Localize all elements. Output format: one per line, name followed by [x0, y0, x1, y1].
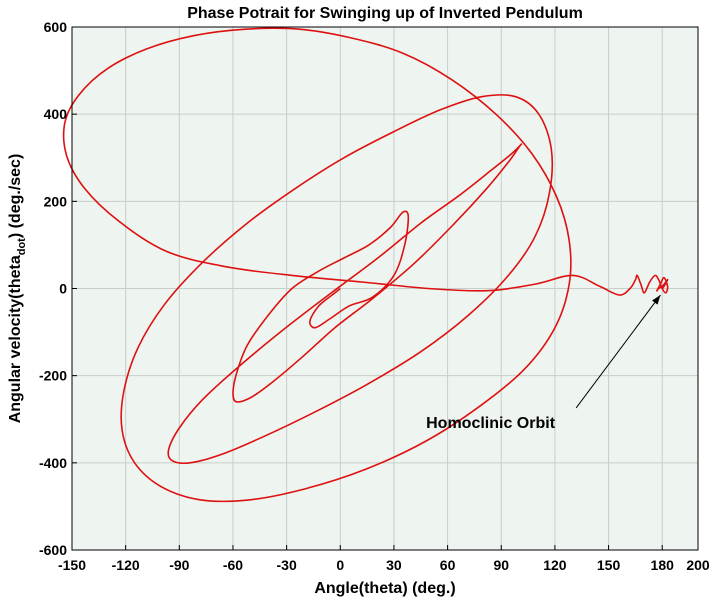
x-axis-label: Angle(theta) (deg.)	[314, 580, 455, 597]
x-tick-label: -30	[277, 557, 297, 573]
y-axis-label: Angular velocity(thetadot) (deg./sec)	[7, 154, 28, 424]
x-tick-label: -60	[223, 557, 243, 573]
y-axis-label-suffix: ) (deg./sec)	[7, 154, 24, 238]
x-tick-label: 180	[651, 557, 675, 573]
y-axis-label-prefix: Angular velocity(theta	[7, 255, 24, 423]
y-tick-label: 200	[44, 193, 68, 209]
annotation-arrow	[575, 294, 661, 409]
x-tick-label: 0	[336, 557, 344, 573]
y-axis-ticks: -600 -400 -200 0 200 400 600	[39, 19, 77, 558]
annotations: Homoclinic Orbit	[426, 294, 661, 432]
y-tick-label: 0	[59, 281, 67, 297]
y-tick-label: 600	[44, 19, 68, 35]
y-axis-label-subscript: dot	[16, 238, 28, 255]
x-tick-label: 200	[686, 557, 710, 573]
x-tick-label: -150	[58, 557, 86, 573]
y-tick-label: 400	[44, 106, 68, 122]
x-tick-label: -90	[169, 557, 189, 573]
y-tick-label: -600	[39, 542, 67, 558]
x-tick-label: 90	[493, 557, 509, 573]
series-line-0	[62, 27, 669, 503]
x-tick-label: 30	[386, 557, 402, 573]
annotation-arrowhead	[652, 295, 661, 305]
x-tick-label: 120	[543, 557, 567, 573]
y-tick-label: -200	[39, 368, 67, 384]
phase-trajectory	[62, 27, 669, 503]
x-tick-label: 60	[440, 557, 456, 573]
x-axis-ticks: -150 -120 -90 -60 -30 0 30 60 90 120 150 180 200	[58, 545, 710, 573]
x-tick-label: -120	[112, 557, 140, 573]
annotation-text: Homoclinic Orbit	[426, 415, 556, 432]
y-tick-label: -400	[39, 455, 67, 471]
chart-title: Phase Potrait for Swinging up of Inverte…	[187, 5, 583, 22]
x-tick-label: 150	[597, 557, 621, 573]
